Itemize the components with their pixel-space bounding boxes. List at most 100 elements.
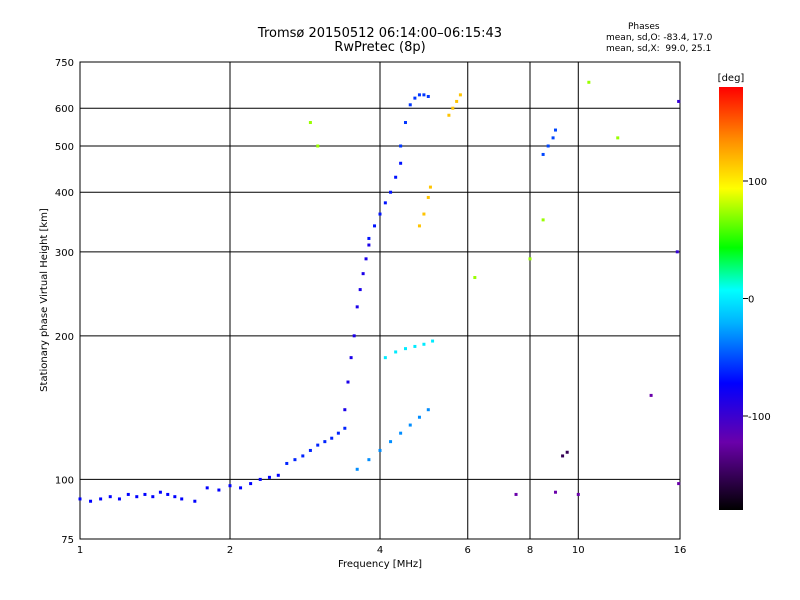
data-point (343, 426, 347, 430)
y-tick-label: 750 (55, 58, 74, 69)
stats-title: Phases (628, 22, 660, 32)
data-point (587, 80, 591, 84)
data-point (561, 454, 565, 458)
x-tick-label: 8 (527, 545, 533, 556)
data-point (89, 499, 93, 503)
data-point (346, 380, 350, 384)
stats-x-line: mean, sd,X: 99.0, 25.1 (606, 44, 712, 54)
data-point (455, 99, 459, 103)
data-point (675, 250, 679, 254)
data-point (373, 224, 377, 228)
data-point (677, 482, 681, 486)
data-point (367, 243, 371, 247)
data-point (239, 486, 243, 490)
data-point (422, 212, 426, 216)
y-tick-label: 100 (55, 475, 74, 486)
x-tick-label: 10 (572, 545, 585, 556)
colorbar-ticks: 100 0 -100 (743, 177, 771, 423)
data-point (422, 342, 426, 346)
data-point (541, 152, 545, 156)
data-point (364, 257, 368, 261)
data-point (417, 415, 421, 419)
data-point (323, 440, 327, 444)
data-point (403, 347, 407, 351)
data-point (355, 467, 359, 471)
data-point (426, 408, 430, 412)
y-axis-label: Stationary phase Virtual Height [km] (39, 208, 50, 392)
colorbar-tick-label: 0 (748, 295, 754, 306)
data-point (352, 334, 356, 338)
data-point (576, 492, 580, 496)
data-point (417, 93, 421, 97)
data-point (117, 497, 121, 501)
data-point (553, 490, 557, 494)
data-point (258, 477, 262, 481)
data-point (451, 106, 455, 110)
data-point (285, 461, 289, 465)
data-point (180, 497, 184, 501)
data-point (301, 454, 305, 458)
data-point (422, 93, 426, 97)
data-point (135, 495, 139, 499)
x-axis-ticks: 1 2 4 6 8 10 16 (77, 545, 687, 556)
y-tick-label: 500 (55, 142, 74, 153)
data-point (173, 495, 177, 499)
data-point (389, 440, 393, 444)
colorbar-label: [deg] (718, 73, 745, 84)
data-point (355, 305, 359, 309)
data-point (394, 175, 398, 179)
data-point (553, 128, 557, 132)
data-point (408, 103, 412, 107)
data-point (389, 190, 393, 194)
data-point (276, 473, 280, 477)
colorbar-tick-label: 100 (748, 177, 767, 188)
data-point (143, 492, 147, 496)
grid-lines (80, 62, 680, 539)
chart-subtitle: RwPretec (8p) (334, 40, 426, 55)
y-tick-label: 600 (55, 104, 74, 115)
data-point (126, 492, 130, 496)
stats-o-line: mean, sd,O: -83.4, 17.0 (606, 33, 713, 43)
data-point (267, 475, 271, 479)
data-point (426, 195, 430, 199)
data-point (378, 448, 382, 452)
data-point (293, 458, 297, 462)
data-point (249, 482, 253, 486)
data-point (151, 495, 155, 499)
data-point (541, 218, 545, 222)
data-point (408, 423, 412, 427)
chart-title: Tromsø 20150512 06:14:00–06:15:43 (257, 26, 503, 41)
y-tick-label: 400 (55, 188, 74, 199)
y-tick-label: 75 (61, 535, 74, 546)
data-point (383, 201, 387, 205)
data-point (431, 339, 435, 343)
data-point (551, 136, 555, 140)
data-point (349, 356, 353, 360)
data-point (308, 448, 312, 452)
data-point (426, 94, 430, 98)
data-point (399, 144, 403, 148)
data-points (78, 80, 681, 503)
data-point (399, 431, 403, 435)
data-point (367, 458, 371, 462)
data-point (473, 276, 477, 280)
y-tick-label: 200 (55, 332, 74, 343)
data-point (546, 144, 550, 148)
data-point (158, 490, 162, 494)
data-point (358, 288, 362, 292)
data-point (228, 484, 232, 488)
data-point (193, 499, 197, 503)
data-point (447, 113, 451, 117)
data-point (367, 236, 371, 240)
data-point (78, 497, 82, 501)
x-tick-label: 16 (674, 545, 687, 556)
data-point (166, 492, 170, 496)
data-point (316, 144, 320, 148)
data-point (99, 497, 103, 501)
data-point (413, 344, 417, 348)
data-point (336, 431, 340, 435)
data-point (428, 185, 432, 189)
data-point (528, 257, 532, 261)
data-point (649, 393, 653, 397)
